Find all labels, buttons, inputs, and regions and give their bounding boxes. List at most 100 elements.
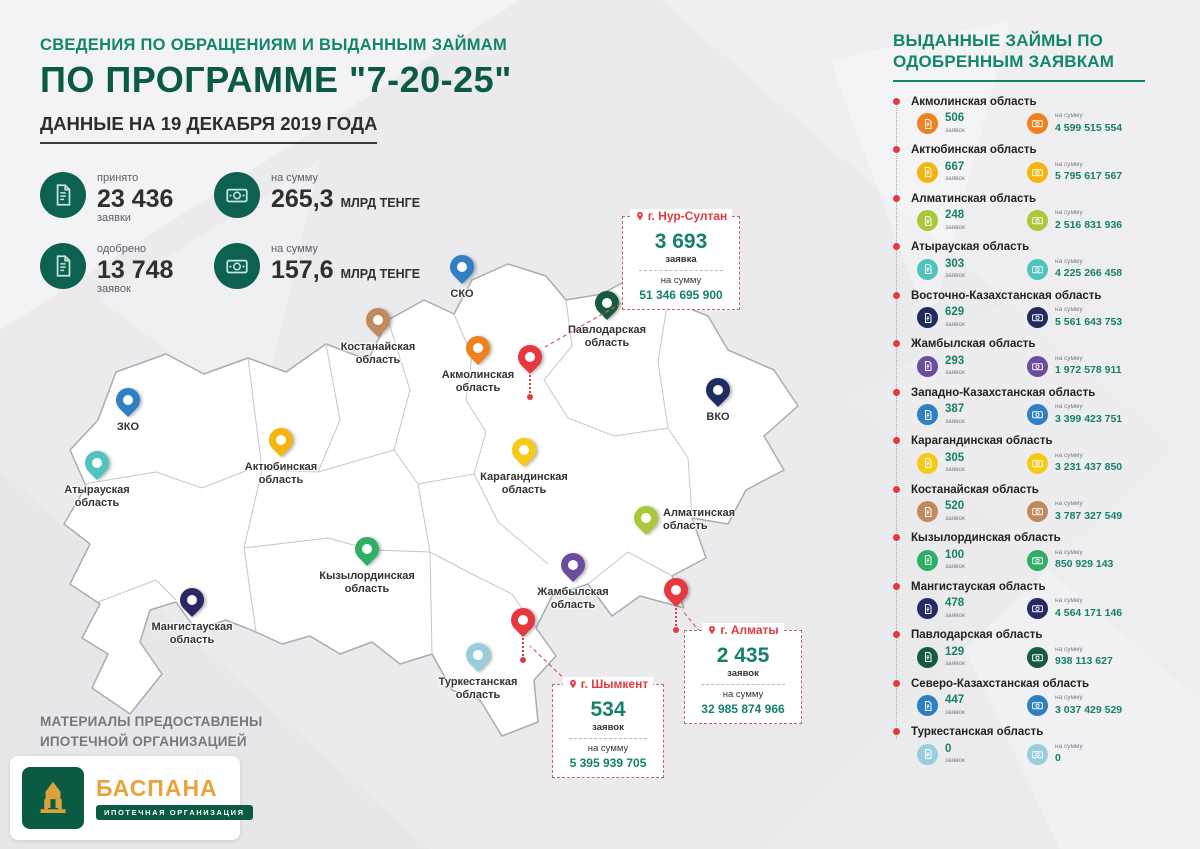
money-icon bbox=[1027, 258, 1048, 280]
document-icon bbox=[917, 113, 938, 135]
region-count: 629 bbox=[945, 306, 965, 319]
callout-count: 534 bbox=[590, 698, 626, 721]
region-stat-item-5: Восточно-Казахстанская область 629 заяво… bbox=[893, 289, 1189, 339]
document-icon bbox=[917, 355, 938, 377]
region-count-stat: 506 заявок bbox=[917, 113, 1027, 135]
pin-label: Павлодарская область bbox=[567, 324, 647, 349]
region-count-stat: 478 заявок bbox=[917, 597, 1027, 620]
callout-count-unit: заявок bbox=[727, 668, 759, 679]
pin-label: Алматинская область bbox=[663, 507, 735, 532]
building-icon bbox=[22, 767, 84, 829]
region-sum-stat: на сумму 850 929 143 bbox=[1027, 548, 1114, 571]
map-pin-kyzylordinskaya: Кызылординская область bbox=[319, 532, 415, 595]
region-sum-label: на сумму bbox=[1055, 500, 1083, 508]
region-count: 0 bbox=[945, 742, 952, 755]
map-pin-kostanayskaya: Костанайская область bbox=[330, 303, 426, 366]
region-sum-label: на сумму bbox=[1055, 306, 1083, 314]
region-sum: 938 113 627 bbox=[1055, 655, 1113, 668]
pin-icon bbox=[350, 532, 384, 566]
callout-almaty: г. Алматы 2 435 заявок на сумму 32 985 8… bbox=[684, 623, 802, 724]
map-pin-mangistauskaya: Мангистауская область bbox=[144, 583, 240, 646]
region-name: Алматинская область bbox=[911, 192, 1037, 205]
region-sum: 2 516 831 936 bbox=[1055, 218, 1123, 231]
pin-label: Мангистауская область bbox=[151, 621, 233, 646]
money-icon bbox=[1027, 113, 1048, 135]
credit-line-2: ИПОТЕЧНОЙ ОРГАНИЗАЦИЕЙ bbox=[40, 734, 247, 750]
pin-icon bbox=[513, 340, 547, 374]
money-icon bbox=[1027, 307, 1048, 329]
logo-name: БАСПАНА bbox=[96, 774, 218, 801]
pin-icon bbox=[590, 286, 624, 320]
region-count: 293 bbox=[945, 354, 965, 367]
bullet-icon bbox=[893, 679, 900, 687]
document-icon bbox=[917, 695, 938, 717]
region-sum: 3 399 423 751 bbox=[1055, 412, 1123, 425]
document-icon bbox=[40, 172, 86, 218]
region-count-unit: заявок bbox=[945, 708, 965, 716]
header: СВЕДЕНИЯ ПО ОБРАЩЕНИЯМ И ВЫДАННЫМ ЗАЙМАМ… bbox=[40, 36, 512, 144]
money-icon bbox=[1027, 695, 1048, 717]
bullet-icon bbox=[893, 534, 900, 541]
stat-unit: заявок bbox=[97, 282, 131, 295]
money-icon bbox=[1027, 355, 1048, 377]
document-icon bbox=[40, 242, 86, 289]
region-stat-item-8: Карагандинская область 305 заявок на сум… bbox=[893, 435, 1189, 484]
region-count-unit: заявок bbox=[945, 757, 965, 765]
document-icon bbox=[917, 743, 938, 765]
document-icon bbox=[917, 307, 938, 329]
credit-note: МАТЕРИАЛЫ ПРЕДОСТАВЛЕНЫ ИПОТЕЧНОЙ ОРГАНИ… bbox=[40, 712, 262, 753]
region-count: 520 bbox=[945, 500, 965, 513]
region-count: 248 bbox=[945, 209, 965, 222]
region-sum: 3 231 437 850 bbox=[1055, 461, 1123, 474]
region-stat-item-4: Атырауская область 303 заявок на сумму 4… bbox=[893, 241, 1189, 290]
money-icon bbox=[1027, 210, 1048, 232]
pin-icon bbox=[264, 423, 298, 457]
region-stat-item-10: Кызылординская область 100 заявок на сум… bbox=[893, 532, 1189, 581]
region-name: Восточно-Казахстанская область bbox=[911, 289, 1102, 302]
stat-label: на сумму bbox=[271, 242, 318, 255]
money-icon bbox=[214, 242, 260, 289]
pin-icon bbox=[461, 638, 495, 672]
region-sum: 0 bbox=[1055, 752, 1061, 765]
money-icon bbox=[1027, 404, 1048, 426]
stat-value: 265,3 bbox=[271, 184, 334, 213]
region-count: 478 bbox=[945, 597, 965, 610]
region-sum-label: на сумму bbox=[1055, 160, 1083, 168]
region-list: Акмолинская область 506 заявок на сумму … bbox=[893, 96, 1189, 775]
document-icon bbox=[917, 258, 938, 280]
pin-icon bbox=[111, 383, 145, 417]
callout-count-unit: заявок bbox=[592, 722, 624, 733]
callout-count: 2 435 bbox=[716, 644, 770, 667]
divider bbox=[569, 738, 647, 739]
stat-value: 157,6 bbox=[271, 255, 334, 284]
region-count-unit: заявок bbox=[945, 223, 965, 231]
region-sum-stat: на сумму 0 bbox=[1027, 742, 1083, 765]
bullet-icon bbox=[893, 631, 900, 638]
region-sum: 5 561 643 753 bbox=[1055, 315, 1123, 328]
document-icon bbox=[917, 404, 938, 426]
region-sum-label: на сумму bbox=[1055, 451, 1083, 459]
pin-label: Актюбинская область bbox=[244, 461, 318, 486]
region-stat-item-1: Акмолинская область 506 заявок на сумму … bbox=[893, 96, 1189, 145]
map-pin-vko: ВКО bbox=[670, 373, 766, 424]
region-sum-label: на сумму bbox=[1055, 257, 1083, 265]
region-sum-stat: на сумму 3 399 423 751 bbox=[1027, 404, 1123, 426]
document-icon bbox=[917, 161, 938, 183]
region-count-unit: заявок bbox=[945, 611, 965, 619]
region-count: 100 bbox=[945, 548, 965, 561]
region-count-stat: 129 заявок bbox=[917, 646, 1027, 668]
pin-icon bbox=[636, 211, 643, 221]
region-sum: 4 564 171 146 bbox=[1055, 606, 1123, 619]
region-sum-label: на сумму bbox=[1055, 742, 1083, 750]
region-sum-label: на сумму bbox=[1055, 548, 1083, 556]
region-name: Западно-Казахстанская область bbox=[911, 386, 1096, 399]
region-stat-item-2: Актюбинская область 667 заявок на сумму … bbox=[893, 144, 1189, 193]
callout-sum: 51 346 695 900 bbox=[639, 288, 723, 302]
stat-value: 13 748 bbox=[97, 255, 174, 284]
pin-label: Туркестанская область bbox=[438, 676, 518, 701]
money-icon bbox=[1027, 549, 1048, 571]
region-sum: 850 929 143 bbox=[1055, 558, 1114, 571]
bullet-icon bbox=[893, 243, 900, 250]
bullet-icon bbox=[893, 194, 900, 202]
callout-count: 3 693 bbox=[654, 230, 708, 253]
